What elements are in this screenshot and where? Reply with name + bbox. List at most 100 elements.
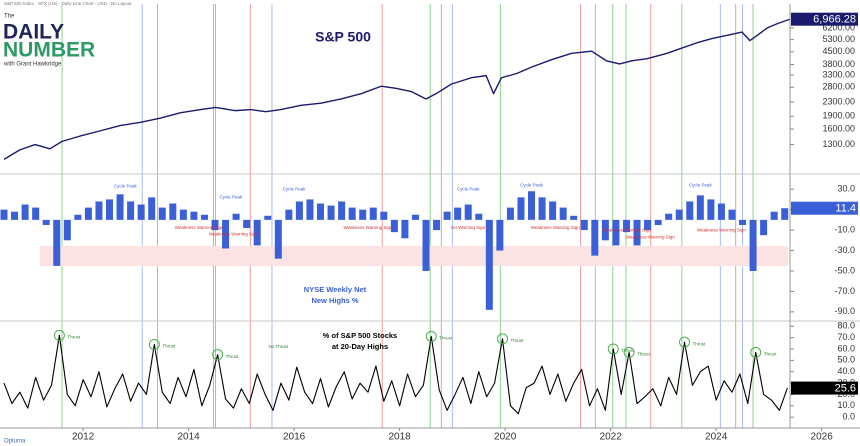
bar xyxy=(42,219,50,225)
thrust-circle xyxy=(607,343,619,355)
bar xyxy=(253,219,261,246)
bar xyxy=(644,219,652,231)
bar xyxy=(770,211,778,220)
sentiment-band xyxy=(40,246,788,266)
thrust-circle xyxy=(678,336,690,348)
annotation: Thrust xyxy=(67,335,81,340)
annotation: Weakness Warning Sign xyxy=(209,231,259,236)
logo-the: The xyxy=(4,14,15,20)
bar xyxy=(21,204,29,220)
current-value-box xyxy=(791,381,858,395)
bar xyxy=(601,219,609,241)
bar xyxy=(222,219,230,249)
thrust-circle xyxy=(53,329,65,341)
bar xyxy=(454,207,462,220)
bar xyxy=(53,219,61,266)
panel-title: at 20-Day Highs xyxy=(332,342,388,351)
bar xyxy=(401,219,409,239)
y-tick-label: 5300.00 xyxy=(822,34,855,44)
x-tick-label: 2018 xyxy=(389,432,412,443)
y-tick-label: 30.0 xyxy=(837,184,855,194)
bar xyxy=(200,214,208,220)
annotation: Thrust xyxy=(764,352,778,357)
bar xyxy=(158,207,166,220)
event-layer xyxy=(61,4,754,428)
bar xyxy=(211,219,219,231)
annotation: Thrust xyxy=(162,344,176,349)
bar xyxy=(707,199,715,220)
panel-title: NYSE Weekly Net xyxy=(304,285,367,294)
x-tick-label: 2026 xyxy=(811,432,834,443)
bar xyxy=(633,219,641,246)
thrust-circle xyxy=(497,333,509,345)
bar xyxy=(137,204,145,220)
bar xyxy=(749,219,757,271)
annotation: Weakness Warning Sign xyxy=(697,227,747,232)
y-tick-label: 10.0 xyxy=(837,400,855,410)
annotation: Thrust xyxy=(637,352,651,357)
bar xyxy=(179,209,187,220)
annotation: Cycle Peak xyxy=(689,182,713,187)
bar xyxy=(0,209,8,220)
annotation: Thrust xyxy=(621,348,635,353)
x-tick-label: 2022 xyxy=(600,432,623,443)
current-value-label: 25.6 xyxy=(835,382,856,394)
annotation: Cycle Peak xyxy=(457,186,481,191)
bar xyxy=(380,211,388,220)
y-tick-label: -30.0 xyxy=(834,245,855,255)
bar xyxy=(338,201,346,220)
bar xyxy=(190,211,198,220)
bar xyxy=(528,191,536,220)
current-value-box xyxy=(791,201,858,215)
current-value-label: 11.4 xyxy=(835,203,856,215)
bar xyxy=(95,201,103,220)
y-tick-label: 4500.00 xyxy=(822,46,855,56)
bar xyxy=(422,219,430,271)
thrust-circle xyxy=(148,338,160,350)
thrust-circle xyxy=(750,346,762,358)
logo-subtitle: with Grant Hawkridge xyxy=(3,62,62,68)
annotation: Thrust xyxy=(692,341,706,346)
annotation: Cycle Peak xyxy=(283,186,307,191)
annotation: Cycle Peak xyxy=(520,182,544,187)
thrust-circle xyxy=(425,331,437,342)
bar xyxy=(675,209,683,220)
bar xyxy=(517,197,525,220)
bar xyxy=(274,219,282,259)
bar xyxy=(411,214,419,220)
series-line xyxy=(3,18,790,160)
bar xyxy=(327,205,335,220)
annotation: Cycle Peak xyxy=(114,183,138,188)
y-tick-label: 60.0 xyxy=(837,343,855,353)
x-tick-label: 2016 xyxy=(283,432,306,443)
y-tick-label: 6200.00 xyxy=(822,22,855,32)
bar xyxy=(570,215,578,220)
annotation: Weakness Warning Sign xyxy=(602,227,652,232)
y-tick-label: 2300.00 xyxy=(822,96,855,106)
y-tick-label: -10.0 xyxy=(834,224,855,234)
bar xyxy=(717,203,725,220)
annotation: Weakness Warning Sign xyxy=(626,234,676,239)
annotation: Thrust xyxy=(439,336,453,341)
y-tick-label: 40.0 xyxy=(837,366,855,376)
bar xyxy=(369,207,377,220)
bar xyxy=(169,203,177,220)
bar xyxy=(443,211,451,220)
x-tick-label: 2020 xyxy=(494,432,517,443)
bar xyxy=(148,197,156,220)
annotation: No Warning Sign xyxy=(451,225,485,230)
bar xyxy=(433,219,441,231)
bar xyxy=(559,207,567,220)
bar xyxy=(665,213,673,220)
current-value-box xyxy=(791,12,858,26)
y-tick-label: -70.0 xyxy=(834,286,855,296)
annotation: Thrust xyxy=(511,338,525,343)
bar xyxy=(549,201,557,220)
y-tick-label: 0.0 xyxy=(842,412,855,422)
y-tick-label: -50.0 xyxy=(834,265,855,275)
annotation: Weakness Warning Sign xyxy=(343,225,393,230)
bar xyxy=(264,215,272,220)
bar xyxy=(32,207,40,220)
bar xyxy=(285,209,293,220)
bar xyxy=(317,203,325,220)
